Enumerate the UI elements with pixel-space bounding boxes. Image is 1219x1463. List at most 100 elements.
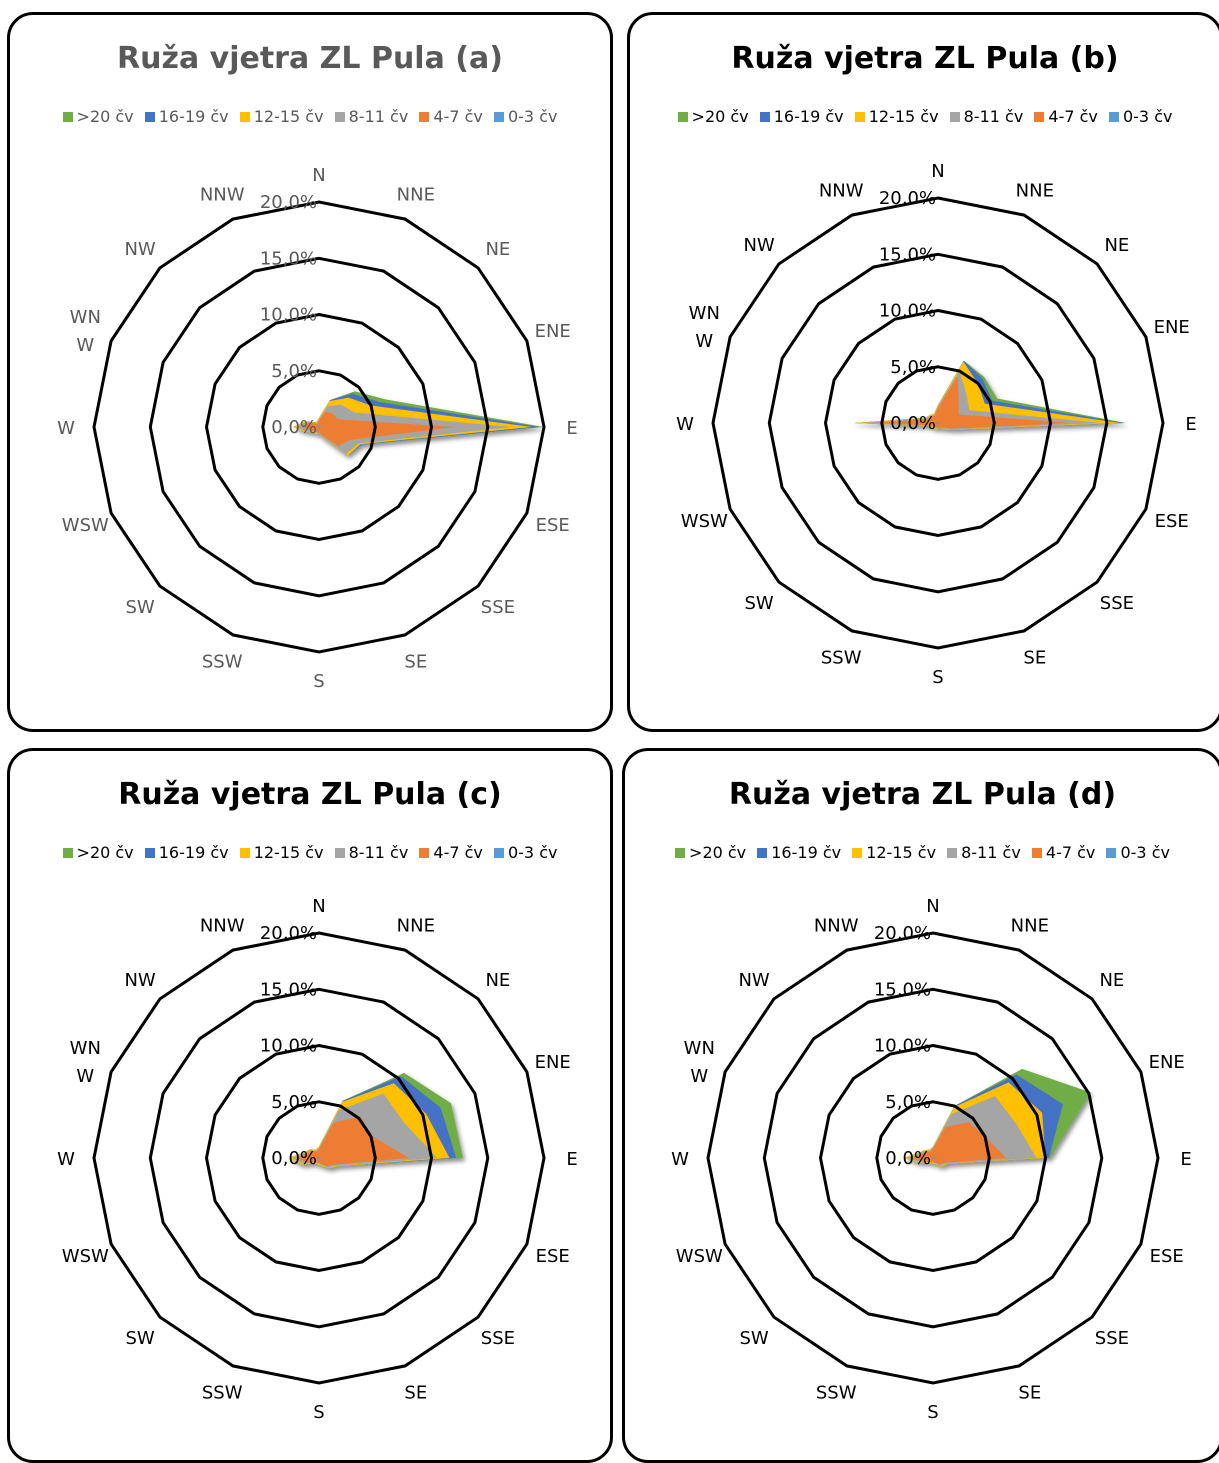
series-areas (903, 1068, 1091, 1167)
direction-label-ese: ESE (536, 515, 570, 536)
r-tick-label: 10,0% (874, 1036, 931, 1057)
direction-label-ne: NE (485, 970, 510, 991)
legend-label: 4-7 čv (433, 843, 483, 862)
direction-label-ene: ENE (535, 321, 571, 342)
direction-label-se: SE (1023, 648, 1046, 669)
r-tick-label: 20,0% (879, 188, 936, 209)
legend-item-16-19: 16-19 čv (759, 107, 844, 126)
direction-label-ese: ESE (1155, 511, 1189, 532)
chart-title: Ruža vjetra ZL Pula (a) (117, 41, 503, 76)
legend-item-gt20: >20 čv (677, 107, 749, 126)
legend-label: 8-11 čv (963, 107, 1024, 126)
direction-label-s: S (313, 1402, 324, 1423)
legend-label: 0-3 čv (1122, 107, 1173, 126)
legend-label: 0-3 čv (507, 107, 558, 126)
grid-ring (823, 308, 1053, 538)
chart-panel-a: Ruža vjetra ZL Pula (a) >20 čv 16-19 čv … (7, 12, 613, 732)
direction-label-sw: SW (125, 597, 154, 618)
legend-label: >20 čv (689, 843, 747, 862)
direction-label-nne: NNE (1011, 915, 1049, 936)
direction-label-w: W (57, 418, 75, 439)
direction-label-wnw: WN W (70, 307, 101, 356)
direction-label-e: E (566, 1149, 577, 1170)
r-tick-label: 5,0% (890, 357, 936, 378)
chart-title: Ruža vjetra ZL Pula (d) (728, 777, 1117, 812)
grid-ring (261, 369, 377, 485)
direction-label-nnw: NNW (819, 180, 864, 201)
r-tick-label: 15,0% (874, 979, 931, 1000)
series-area-c0_3 (931, 1156, 936, 1160)
grid-ring (204, 1043, 434, 1273)
legend-item-4-7: 4-7 čv (1031, 843, 1095, 862)
direction-label-sse: SSE (1095, 1328, 1129, 1349)
wind-rose-2: 0,0%5,0%10,0%15,0%20,0%NNNENEENEEESESSES… (57, 896, 578, 1423)
legend-item-0-3: 0-3 čv (1108, 107, 1173, 126)
direction-label-wsw: WSW (681, 511, 728, 532)
direction-label-ssw: SSW (821, 648, 862, 669)
direction-label-ne: NE (485, 239, 510, 260)
direction-label-w: W (57, 1149, 75, 1170)
direction-label-n: N (931, 161, 944, 182)
legend-label: 0-3 čv (1120, 843, 1170, 862)
legend-label: 8-11 čv (348, 107, 409, 126)
series-area-c16_19 (853, 360, 1125, 430)
legend-item-8-11: 8-11 čv (947, 843, 1021, 862)
direction-label-sw: SW (744, 593, 773, 614)
legend-item-16-19: 16-19 čv (144, 843, 229, 862)
legend-item-gt20: >20 čv (62, 843, 134, 862)
chart-title: Ruža vjetra ZL Pula (c) (118, 777, 502, 812)
direction-label-ssw: SSW (202, 652, 243, 673)
direction-label-nne: NNE (397, 184, 435, 205)
direction-label-nw: NW (124, 239, 155, 260)
series-area-c0_3 (317, 1156, 322, 1160)
legend-label: >20 čv (76, 107, 134, 126)
direction-label-ene: ENE (1154, 317, 1190, 338)
grid-ring (92, 931, 546, 1385)
direction-label-n: N (926, 896, 939, 917)
r-tick-label: 0,0% (890, 413, 936, 434)
grid-ring (261, 1100, 377, 1216)
legend-label: 8-11 čv (348, 843, 409, 862)
direction-label-wsw: WSW (676, 1246, 723, 1267)
r-tick-label: 0,0% (271, 417, 317, 438)
direction-label-se: SE (404, 1383, 427, 1404)
series-area-c4_7 (912, 1122, 1007, 1165)
direction-label-wnw: WN W (689, 303, 720, 352)
direction-label-wnw: WN W (684, 1038, 715, 1087)
grid-ring (204, 312, 434, 542)
direction-label-wnw: WN W (70, 1038, 101, 1087)
legend-item-8-11: 8-11 čv (334, 107, 409, 126)
legend-item-16-19: 16-19 čv (144, 107, 229, 126)
legend-label: 16-19 čv (771, 843, 842, 862)
legend-item-12-15: 12-15 čv (239, 107, 324, 126)
legend-item-0-3: 0-3 čv (1106, 843, 1170, 862)
direction-label-e: E (566, 418, 577, 439)
direction-label-nne: NNE (397, 915, 435, 936)
legend: >20 čv 16-19 čv 12-15 čv 8-11 čv 4-7 čv … (630, 107, 1219, 126)
series-area-c0_3 (317, 425, 326, 429)
legend-item-4-7: 4-7 čv (419, 107, 483, 126)
legend-label: 8-11 čv (961, 843, 1021, 862)
series-area-c4_7 (297, 1116, 409, 1166)
r-tick-label: 5,0% (271, 1092, 317, 1113)
direction-label-sse: SSE (481, 1328, 515, 1349)
direction-label-w: W (671, 1149, 689, 1170)
legend-item-gt20: >20 čv (675, 843, 746, 862)
r-tick-label: 5,0% (885, 1092, 931, 1113)
r-tick-label: 20,0% (874, 923, 931, 944)
direction-label-nnw: NNW (200, 184, 245, 205)
direction-label-nw: NW (738, 970, 769, 991)
wind-rose-0: 0,0%5,0%10,0%15,0%20,0%NNNENEENEEESESSES… (57, 165, 578, 692)
direction-label-sse: SSE (1100, 593, 1134, 614)
direction-label-nnw: NNW (814, 915, 859, 936)
legend: >20 čv 16-19 čv 12-15 čv 8-11 čv 4-7 čv … (625, 843, 1219, 862)
direction-label-se: SE (1018, 1383, 1041, 1404)
direction-label-wsw: WSW (62, 515, 109, 536)
direction-label-nw: NW (743, 235, 774, 256)
legend-label: >20 čv (76, 843, 134, 862)
r-tick-label: 10,0% (879, 301, 936, 322)
direction-label-ese: ESE (536, 1246, 570, 1267)
chart-panel-c: Ruža vjetra ZL Pula (c) >20 čv 16-19 čv … (7, 748, 613, 1463)
legend-item-12-15: 12-15 čv (239, 843, 324, 862)
legend-item-8-11: 8-11 čv (334, 843, 409, 862)
